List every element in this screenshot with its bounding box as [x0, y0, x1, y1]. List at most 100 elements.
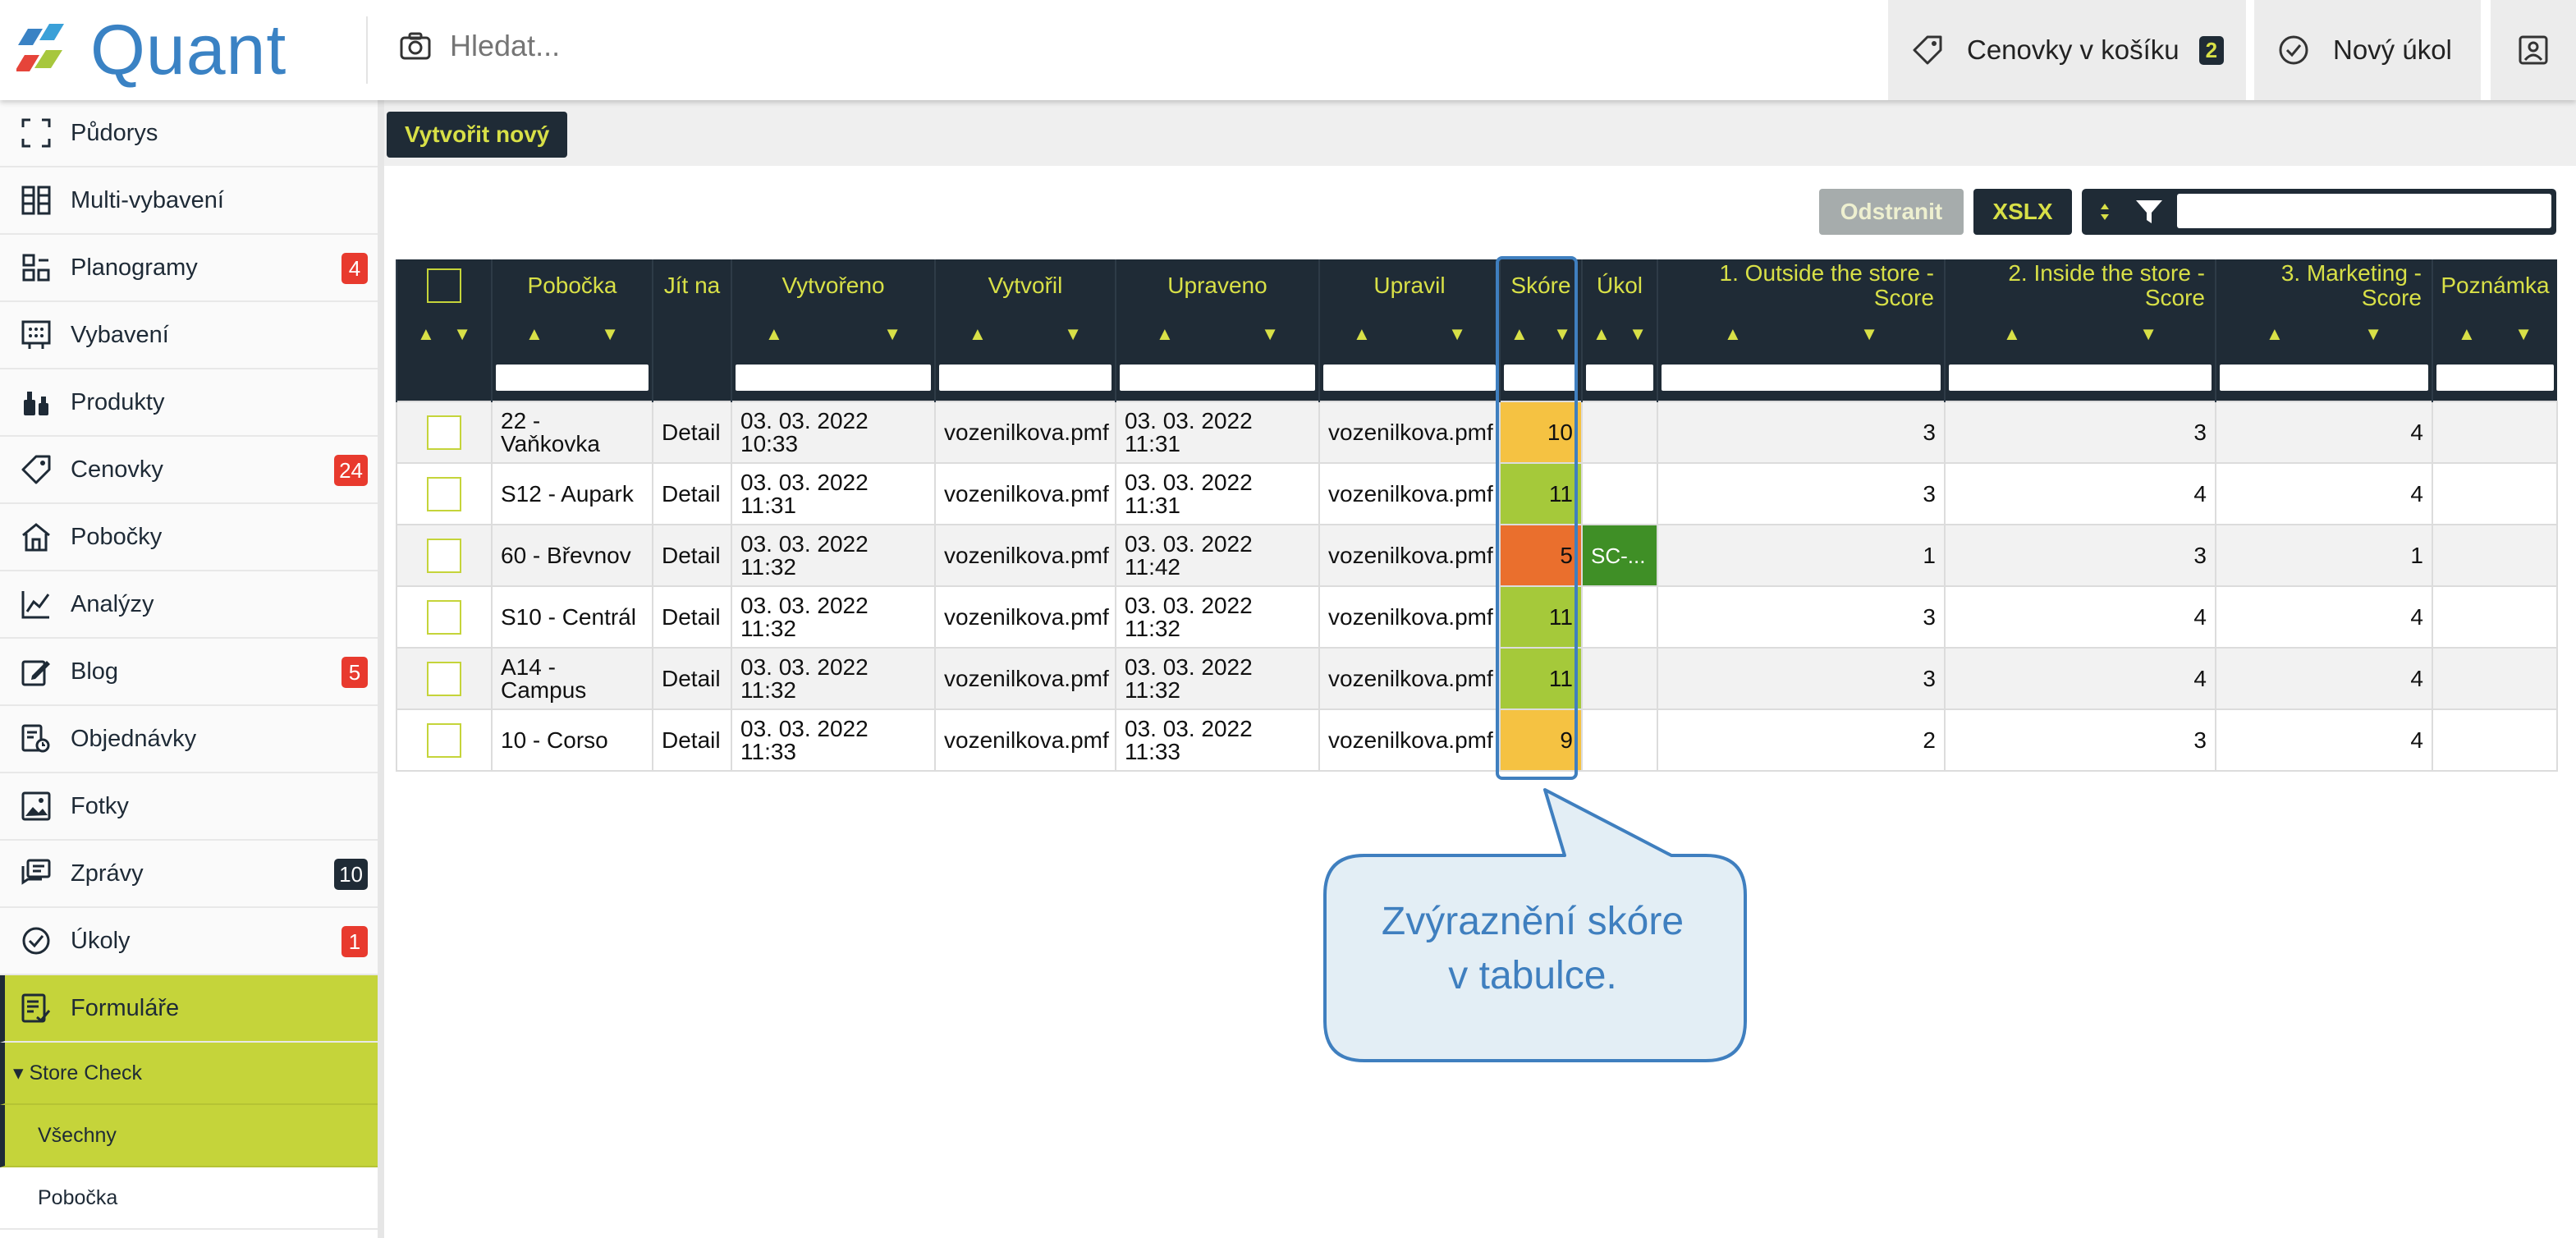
sort-asc-icon[interactable]: ▲: [1156, 323, 1174, 344]
sidebar-group-store-check[interactable]: ▾ Store Check: [0, 1043, 378, 1105]
sort-asc-icon[interactable]: ▲: [1724, 323, 1742, 344]
sort-icon[interactable]: [2097, 199, 2113, 225]
column-filter-pobocka[interactable]: [491, 356, 653, 401]
table-row[interactable]: S10 - Centrál Detail 03. 03. 2022 11:32 voz…: [396, 585, 2558, 649]
cell-detail-link[interactable]: Detail: [652, 524, 732, 587]
column-header-pobocka[interactable]: Pobočka: [491, 259, 653, 312]
column-header-poznamka[interactable]: Poznámka: [2432, 259, 2557, 312]
sort-asc-icon[interactable]: ▲: [2458, 323, 2476, 344]
sort-desc-icon[interactable]: ▼: [453, 323, 471, 344]
row-checkbox[interactable]: [427, 538, 461, 573]
cell-detail-link[interactable]: Detail: [652, 462, 732, 525]
column-header-jit-na[interactable]: Jít na: [652, 259, 731, 312]
table-row[interactable]: 22 - Vaňkovka Detail 03. 03. 2022 10:33 voz…: [396, 401, 2558, 464]
column-header-vytvoril[interactable]: Vytvořil: [934, 259, 1116, 312]
column-filter-skore[interactable]: [1499, 356, 1582, 401]
cell-detail-link[interactable]: Detail: [652, 708, 732, 772]
new-task-button[interactable]: Nový úkol: [2254, 0, 2481, 100]
sort-asc-icon[interactable]: ▲: [2266, 323, 2284, 344]
row-checkbox[interactable]: [427, 661, 461, 696]
sidebar-item-pudorys[interactable]: Půdorys: [0, 100, 378, 167]
sidebar-subitem-vsechny[interactable]: Všechny: [0, 1105, 378, 1167]
sort-asc-icon[interactable]: ▲: [765, 323, 783, 344]
sort-asc-icon[interactable]: ▲: [417, 323, 435, 344]
sort-cell: ▲ ▼: [2432, 312, 2557, 356]
sort-asc-icon[interactable]: ▲: [2003, 323, 2021, 344]
column-header-inside-score[interactable]: 2. Inside the store - Score: [1944, 259, 2216, 312]
column-filter-ukol[interactable]: [1581, 356, 1657, 401]
sort-desc-icon[interactable]: ▼: [883, 323, 901, 344]
sidebar-item-planogramy[interactable]: Planogramy 4: [0, 235, 378, 302]
sort-asc-icon[interactable]: ▲: [969, 323, 987, 344]
sidebar-item-multi-vybaveni[interactable]: Multi-vybavení: [0, 167, 378, 235]
sidebar-item-formulare[interactable]: Formuláře: [0, 975, 378, 1043]
sidebar-item-produkty[interactable]: Produkty: [0, 369, 378, 437]
sidebar-item-fotky[interactable]: Fotky: [0, 773, 378, 841]
search-bar[interactable]: [399, 28, 944, 64]
sort-asc-icon[interactable]: ▲: [1510, 323, 1529, 344]
column-header-ukol[interactable]: Úkol: [1581, 259, 1657, 312]
camera-icon[interactable]: [399, 31, 432, 61]
price-basket-button[interactable]: Cenovky v košíku 2: [1888, 0, 2246, 100]
cell-detail-link[interactable]: Detail: [652, 401, 732, 464]
column-filter-upravil[interactable]: [1318, 356, 1500, 401]
column-filter-marketing-score[interactable]: [2215, 356, 2432, 401]
column-header-upraveno[interactable]: Upraveno: [1115, 259, 1319, 312]
sort-desc-icon[interactable]: ▼: [1448, 323, 1466, 344]
table-row[interactable]: A14 - Campus Detail 03. 03. 2022 11:32 voze…: [396, 647, 2558, 710]
sidebar-item-pobocky[interactable]: Pobočky: [0, 504, 378, 571]
remove-button[interactable]: Odstranit: [1819, 189, 1964, 235]
cell-detail-link[interactable]: Detail: [652, 647, 732, 710]
sidebar-item-objednavky[interactable]: Objednávky: [0, 706, 378, 773]
column-header-upravil[interactable]: Upravil: [1318, 259, 1500, 312]
cell-ukol[interactable]: SC-...: [1581, 524, 1658, 587]
column-filter-outside-score[interactable]: [1657, 356, 1945, 401]
row-checkbox[interactable]: [427, 722, 461, 758]
sort-desc-icon[interactable]: ▼: [1629, 323, 1647, 344]
sort-desc-icon[interactable]: ▼: [2514, 323, 2532, 344]
row-checkbox[interactable]: [427, 599, 461, 635]
select-all-checkbox[interactable]: [427, 268, 461, 303]
table-row[interactable]: 10 - Corso Detail 03. 03. 2022 11:33 vozeni…: [396, 708, 2558, 772]
cell-inside-score: 4: [1944, 462, 2216, 525]
column-filter-poznamka[interactable]: [2432, 356, 2557, 401]
filter-input[interactable]: [2177, 194, 2551, 228]
sort-desc-icon[interactable]: ▼: [1860, 323, 1878, 344]
column-header-marketing-score[interactable]: 3. Marketing - Score: [2215, 259, 2432, 312]
sidebar-subitem-pobocka[interactable]: Pobočka: [0, 1167, 378, 1230]
column-filter-vytvoreno[interactable]: [731, 356, 935, 401]
sort-desc-icon[interactable]: ▼: [1261, 323, 1279, 344]
sidebar-item-zpravy[interactable]: Zprávy 10: [0, 841, 378, 908]
column-header-skore[interactable]: Skóre: [1499, 259, 1582, 312]
sort-asc-icon[interactable]: ▲: [1353, 323, 1371, 344]
row-checkbox[interactable]: [427, 476, 461, 511]
column-header-outside-score[interactable]: 1. Outside the store - Score: [1657, 259, 1945, 312]
sidebar-item-blog[interactable]: Blog 5: [0, 639, 378, 706]
column-filter-vytvoril[interactable]: [934, 356, 1116, 401]
sort-asc-icon[interactable]: ▲: [525, 323, 543, 344]
create-new-button[interactable]: Vytvořit nový: [387, 112, 568, 158]
sort-desc-icon[interactable]: ▼: [601, 323, 619, 344]
sort-desc-icon[interactable]: ▼: [1553, 323, 1571, 344]
sidebar-item-cenovky[interactable]: Cenovky 24: [0, 437, 378, 504]
export-xslx-button[interactable]: XSLX: [1973, 189, 2072, 235]
cell-detail-link[interactable]: Detail: [652, 585, 732, 649]
table-row[interactable]: S12 - Aupark Detail 03. 03. 2022 11:31 voze…: [396, 462, 2558, 525]
sort-desc-icon[interactable]: ▼: [1064, 323, 1082, 344]
order-icon: [18, 721, 54, 757]
filter-icon[interactable]: [2134, 199, 2164, 225]
search-input[interactable]: [448, 28, 944, 64]
column-filter-inside-score[interactable]: [1944, 356, 2216, 401]
sidebar-item-vybaveni[interactable]: Vybavení: [0, 302, 378, 369]
column-header-vytvoreno[interactable]: Vytvořeno: [731, 259, 935, 312]
table-row[interactable]: 60 - Břevnov Detail 03. 03. 2022 11:32 voze…: [396, 524, 2558, 587]
sort-desc-icon[interactable]: ▼: [2139, 323, 2157, 344]
user-profile-button[interactable]: [2491, 0, 2576, 100]
sort-asc-icon[interactable]: ▲: [1593, 323, 1611, 344]
quant-logo[interactable]: Quant: [16, 13, 286, 87]
row-checkbox[interactable]: [427, 415, 461, 450]
sidebar-item-analyzy[interactable]: Analýzy: [0, 571, 378, 639]
sort-desc-icon[interactable]: ▼: [2364, 323, 2382, 344]
column-filter-upraveno[interactable]: [1115, 356, 1319, 401]
sidebar-item-ukoly[interactable]: Úkoly 1: [0, 908, 378, 975]
